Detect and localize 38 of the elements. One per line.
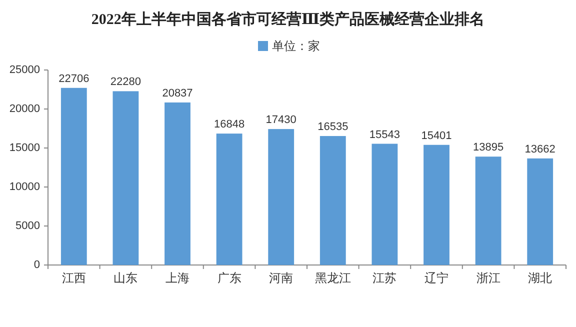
y-tick-label: 0: [34, 259, 40, 271]
bar: [216, 134, 242, 265]
data-label: 16848: [214, 118, 245, 131]
bar: [320, 136, 346, 265]
y-tick-label: 15000: [9, 142, 40, 154]
data-label: 16535: [318, 121, 348, 134]
bar: [527, 158, 554, 265]
bar: [60, 88, 87, 265]
y-tick-label: 5000: [16, 220, 40, 232]
x-tick-label: 广东: [217, 271, 242, 285]
x-tick-label: 山东: [114, 271, 138, 285]
legend-label: 单位：家: [272, 39, 320, 53]
bar: [112, 91, 139, 265]
x-tick-label: 江西: [62, 271, 86, 285]
y-tick-label: 25000: [9, 64, 40, 76]
data-label: 13662: [524, 143, 556, 156]
x-tick-label: 黑龙江: [314, 271, 351, 285]
y-tick-label: 20000: [9, 103, 40, 115]
x-tick-label: 湖北: [528, 271, 552, 285]
bar: [164, 102, 190, 265]
bar: [372, 144, 398, 265]
data-label: 20837: [162, 87, 193, 100]
bar: [475, 156, 502, 265]
chart-title: 2022年上半年中国各省市可经营Ⅲ类产品医械经营企业排名: [91, 10, 485, 28]
bar: [424, 144, 450, 265]
x-tick-label: 浙江: [476, 271, 500, 285]
x-tick-label: 辽宁: [424, 271, 448, 285]
x-tick-label: 上海: [166, 271, 190, 285]
data-label: 15401: [421, 130, 452, 142]
bar: [268, 129, 294, 265]
y-tick-label: 10000: [9, 181, 40, 193]
x-tick-label: 河南: [269, 271, 294, 285]
data-label: 17430: [266, 114, 296, 126]
data-label: 22280: [110, 76, 141, 88]
data-label: 15543: [369, 128, 400, 141]
data-label: 13895: [473, 142, 504, 154]
x-tick-label: 江苏: [372, 271, 397, 285]
data-label: 22706: [58, 72, 90, 85]
